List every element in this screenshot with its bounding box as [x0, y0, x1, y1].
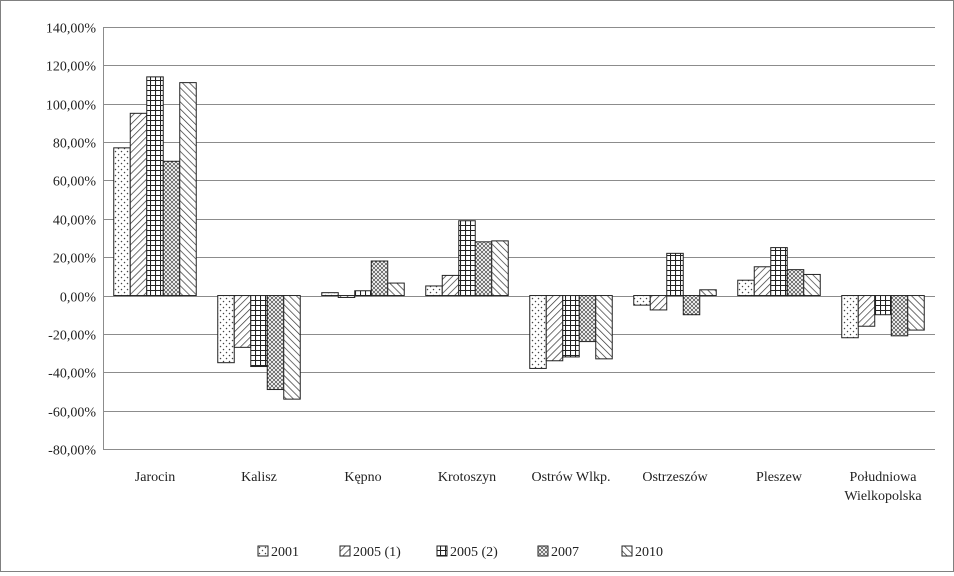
- y-tick-label: 80,00%: [53, 137, 97, 152]
- bar: [354, 290, 372, 297]
- legend-label: 2005 (2): [450, 545, 498, 560]
- bar: [737, 279, 755, 297]
- bar: [474, 241, 493, 297]
- legend-swatch: [621, 545, 633, 557]
- legend-swatch: [339, 545, 351, 557]
- y-tick-label: 60,00%: [53, 175, 97, 190]
- bar: [370, 260, 389, 297]
- y-axis: 140,00% 120,00% 100,00% 80,00% 60,00% 40,00% 2…: [46, 22, 104, 459]
- bar: [682, 295, 701, 316]
- legend-swatch: [537, 545, 549, 557]
- x-tick-label: Południowa Wielkopolska: [844, 470, 922, 504]
- x-tick-label: Kalisz: [241, 470, 277, 485]
- bar: [458, 220, 476, 297]
- bar: [529, 295, 547, 369]
- bar: [699, 289, 717, 297]
- bar: [387, 282, 405, 297]
- bar: [874, 295, 892, 316]
- legend: 2001 2005 (1) 2005 (2) 2007 2010: [257, 545, 663, 560]
- x-axis: Jarocin Kalisz Kępno Krotoszyn Ostrów Wlkp. O…: [135, 470, 923, 504]
- bar: [890, 295, 909, 337]
- x-tick-label: Kępno: [344, 470, 381, 485]
- bar: [803, 273, 821, 297]
- bar: [857, 295, 876, 327]
- bar: [321, 292, 339, 297]
- y-tick-label: 0,00%: [60, 291, 97, 306]
- bar: [162, 160, 181, 297]
- legend-label: 2001: [271, 545, 299, 560]
- bar: [146, 76, 164, 297]
- y-tick-label: -20,00%: [48, 329, 96, 344]
- legend-label: 2007: [551, 545, 579, 560]
- bar: [266, 295, 285, 391]
- legend-swatch: [257, 545, 269, 557]
- bar: [666, 252, 684, 297]
- bar: [578, 295, 597, 343]
- x-tick-label: Jarocin: [135, 470, 175, 485]
- bar: [907, 295, 925, 331]
- bar: [179, 82, 197, 297]
- bar: [545, 295, 564, 362]
- bar: [562, 295, 580, 358]
- y-tick-label: -40,00%: [48, 367, 96, 382]
- bar: [770, 247, 788, 297]
- bar: [786, 269, 805, 297]
- y-tick-label: 120,00%: [46, 60, 97, 75]
- x-tick-label: Ostrów Wlkp.: [531, 470, 610, 485]
- bar: [633, 295, 651, 306]
- bar: [233, 295, 252, 348]
- x-tick-label: Krotoszyn: [438, 470, 496, 485]
- bar: [649, 295, 668, 311]
- legend-label: 2005 (1): [353, 545, 401, 560]
- bar: [491, 240, 509, 297]
- bar: [841, 295, 859, 339]
- bar: [250, 295, 268, 368]
- legend-swatch: [436, 545, 448, 557]
- bar: [441, 274, 460, 297]
- x-tick-label: Pleszew: [756, 470, 803, 485]
- bars: [113, 76, 925, 400]
- bar: [113, 147, 131, 297]
- legend-label: 2010: [635, 545, 663, 560]
- y-tick-label: -80,00%: [48, 444, 96, 459]
- bar: [753, 266, 772, 297]
- y-tick-label: 40,00%: [53, 214, 97, 229]
- y-tick-label: -60,00%: [48, 406, 96, 421]
- bar: [129, 112, 148, 297]
- y-tick-label: 20,00%: [53, 252, 97, 267]
- bar: [217, 295, 235, 364]
- y-tick-label: 140,00%: [46, 22, 97, 37]
- x-tick-label: Ostrzeszów: [642, 470, 708, 485]
- bar: [283, 295, 301, 400]
- bar: [595, 295, 613, 360]
- bar: [425, 285, 443, 297]
- y-tick-label: 100,00%: [46, 99, 97, 114]
- bar: [337, 295, 356, 298]
